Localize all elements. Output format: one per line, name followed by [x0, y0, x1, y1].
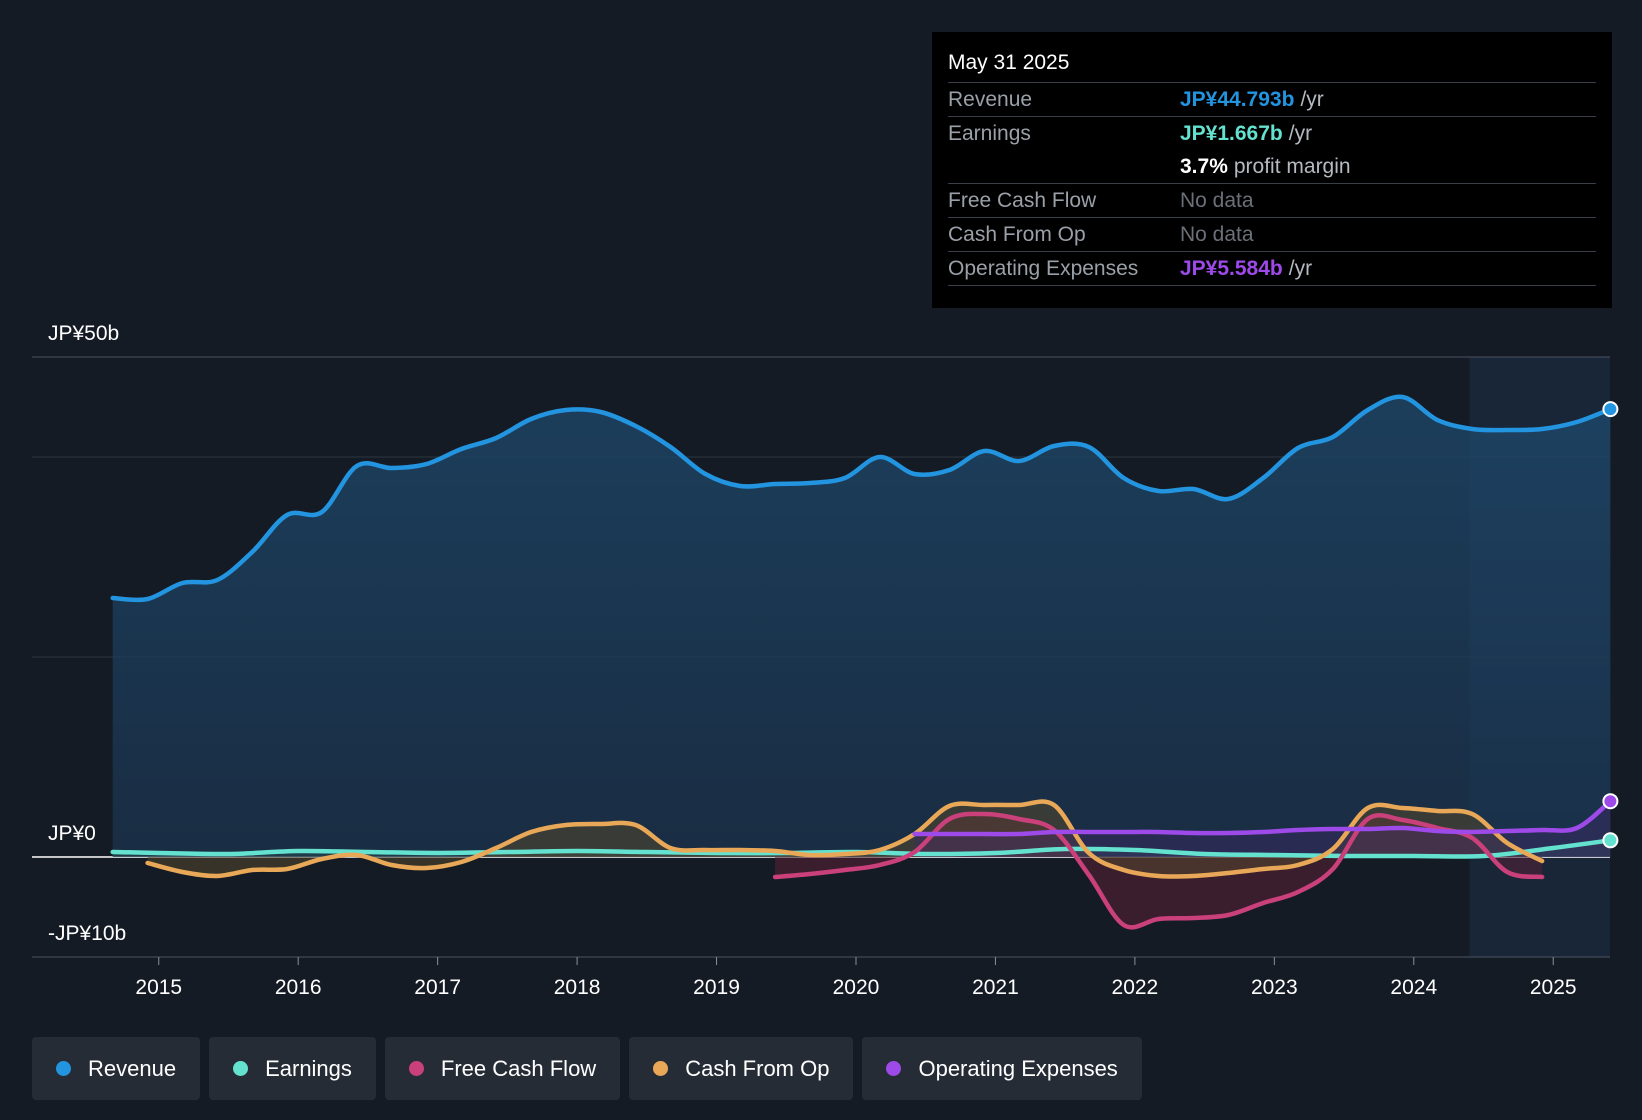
tooltip-row-opex: Operating Expenses JP¥5.584b/yr: [948, 252, 1596, 286]
tooltip-unit-opex: /yr: [1288, 257, 1313, 280]
area-cfo: [147, 801, 1543, 877]
legend-fcf[interactable]: Free Cash Flow: [384, 1037, 621, 1100]
y-label-zero: JP¥0: [48, 822, 96, 845]
legend-label-cfo: Cash From Op: [685, 1055, 830, 1081]
series-line-revenue: [110, 394, 1613, 603]
endpoint-earnings[interactable]: [1602, 832, 1619, 849]
x-tick-label-2020: 2020: [833, 976, 880, 999]
legend-dot-opex: [886, 1061, 902, 1076]
tooltip-label-opex: Operating Expenses: [948, 257, 1139, 280]
area-revenue: [112, 396, 1611, 857]
x-tick-label-2016: 2016: [275, 976, 322, 999]
tooltip-row-margin: 3.7% profit margin: [948, 150, 1596, 184]
series-line-opex: [912, 798, 1613, 837]
tooltip-row-earnings: Earnings JP¥1.667b/yr: [948, 117, 1596, 150]
tooltip-unit-earnings: /yr: [1288, 122, 1313, 145]
tooltip-value-fcf: No data: [1180, 189, 1254, 212]
series-line-fcf: [772, 811, 1545, 930]
legend-label-fcf: Free Cash Flow: [440, 1055, 597, 1081]
legend-dot-revenue: [56, 1061, 71, 1076]
tooltip-label-revenue: Revenue: [948, 88, 1033, 111]
legend-label-revenue: Revenue: [88, 1055, 177, 1081]
y-label-bottom: -JP¥10b: [48, 922, 126, 945]
legend-label-earnings: Earnings: [265, 1055, 352, 1081]
legend-earnings[interactable]: Earnings: [209, 1037, 376, 1100]
x-tick-label-2015: 2015: [135, 976, 182, 999]
series-line-cfo: [145, 799, 1545, 879]
tooltip-row-revenue: Revenue JP¥44.793b/yr: [948, 83, 1596, 117]
legend: Revenue Earnings Free Cash Flow Cash Fro…: [32, 1037, 1151, 1100]
tooltip-row-fcf: Free Cash Flow No data: [948, 184, 1596, 218]
endpoint-opex[interactable]: [1602, 793, 1619, 810]
tooltip-value-margin: 3.7%: [1180, 155, 1228, 178]
area-opex: [914, 801, 1611, 857]
legend-dot-fcf: [408, 1061, 424, 1076]
x-tick-label-2021: 2021: [972, 976, 1019, 999]
legend-opex[interactable]: Operating Expenses: [862, 1037, 1142, 1100]
tooltip-label-earnings: Earnings: [948, 122, 1031, 145]
x-tick-label-2017: 2017: [414, 976, 461, 999]
x-tick-label-2024: 2024: [1390, 976, 1437, 999]
tooltip-unit-margin: profit margin: [1233, 155, 1351, 178]
legend-dot-cfo: [653, 1061, 669, 1076]
legend-cfo[interactable]: Cash From Op: [629, 1037, 854, 1100]
x-tick-label-2022: 2022: [1112, 976, 1159, 999]
x-tick-label-2023: 2023: [1251, 976, 1298, 999]
x-tick-label-2025: 2025: [1530, 976, 1577, 999]
tooltip-value-cfo: No data: [1180, 223, 1254, 246]
tooltip-date: May 31 2025: [948, 46, 1596, 83]
endpoint-revenue[interactable]: [1602, 401, 1619, 418]
y-label-top: JP¥50b: [48, 322, 119, 345]
tooltip-unit-revenue: /yr: [1300, 88, 1324, 111]
tooltip-row-cfo: Cash From Op No data: [948, 218, 1596, 252]
tooltip-label-fcf: Free Cash Flow: [948, 189, 1097, 212]
legend-revenue[interactable]: Revenue: [32, 1037, 201, 1100]
tooltip-label-cfo: Cash From Op: [948, 223, 1086, 246]
tooltip-panel: May 31 2025 Revenue JP¥44.793b/yr Earnin…: [932, 32, 1612, 308]
tooltip-value-revenue: JP¥44.793b: [1180, 88, 1295, 111]
legend-dot-earnings: [233, 1061, 249, 1076]
legend-label-opex: Operating Expenses: [918, 1055, 1118, 1081]
x-tick-label-2018: 2018: [554, 976, 601, 999]
tooltip-value-opex: JP¥5.584b: [1180, 257, 1283, 280]
tooltip-value-earnings: JP¥1.667b: [1180, 122, 1283, 145]
x-tick-label-2019: 2019: [693, 976, 740, 999]
